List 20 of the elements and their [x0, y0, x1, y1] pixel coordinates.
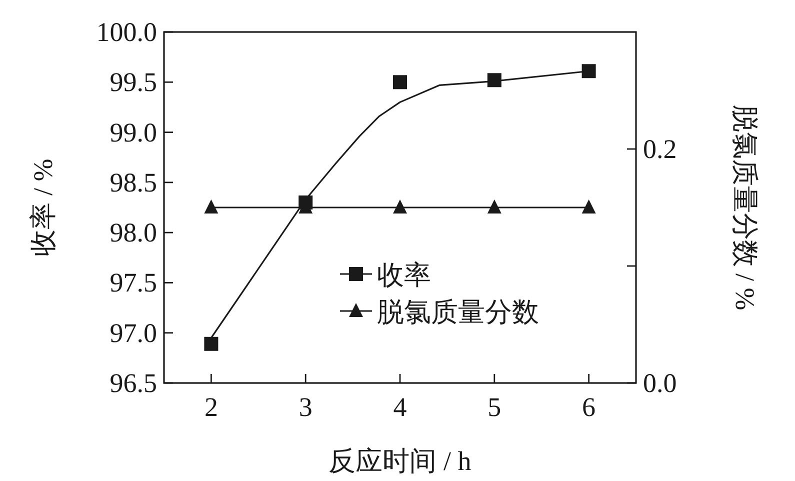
y-tick-label: 99.0	[110, 117, 157, 148]
legend-label: 脱氯质量分数	[377, 297, 539, 327]
x-axis-title: 反应时间 / h	[328, 446, 472, 476]
x-tick-label: 2	[204, 392, 218, 422]
legend-label: 收率	[377, 260, 431, 290]
x-tick-label: 6	[582, 392, 596, 422]
y-axis-title: 收率 / %	[28, 158, 58, 256]
x-tick-label: 3	[298, 392, 312, 422]
x-tick-label: 4	[393, 392, 408, 422]
y-tick-label: 97.0	[110, 318, 157, 348]
y-tick-label: 100.0	[96, 17, 157, 47]
x-tick-label: 5	[488, 392, 502, 422]
y-tick-label: 98.0	[110, 218, 157, 248]
y-tick-label: 97.5	[110, 268, 157, 298]
y2-axis-title: 脱氯质量分数 / %	[730, 104, 760, 310]
y2-tick-label: 0.0	[643, 368, 677, 398]
y2-tick-label: 0.2	[643, 134, 677, 164]
y-tick-label: 99.5	[110, 67, 157, 98]
y-tick-label: 98.5	[110, 167, 157, 198]
y-tick-label: 96.5	[110, 368, 157, 398]
